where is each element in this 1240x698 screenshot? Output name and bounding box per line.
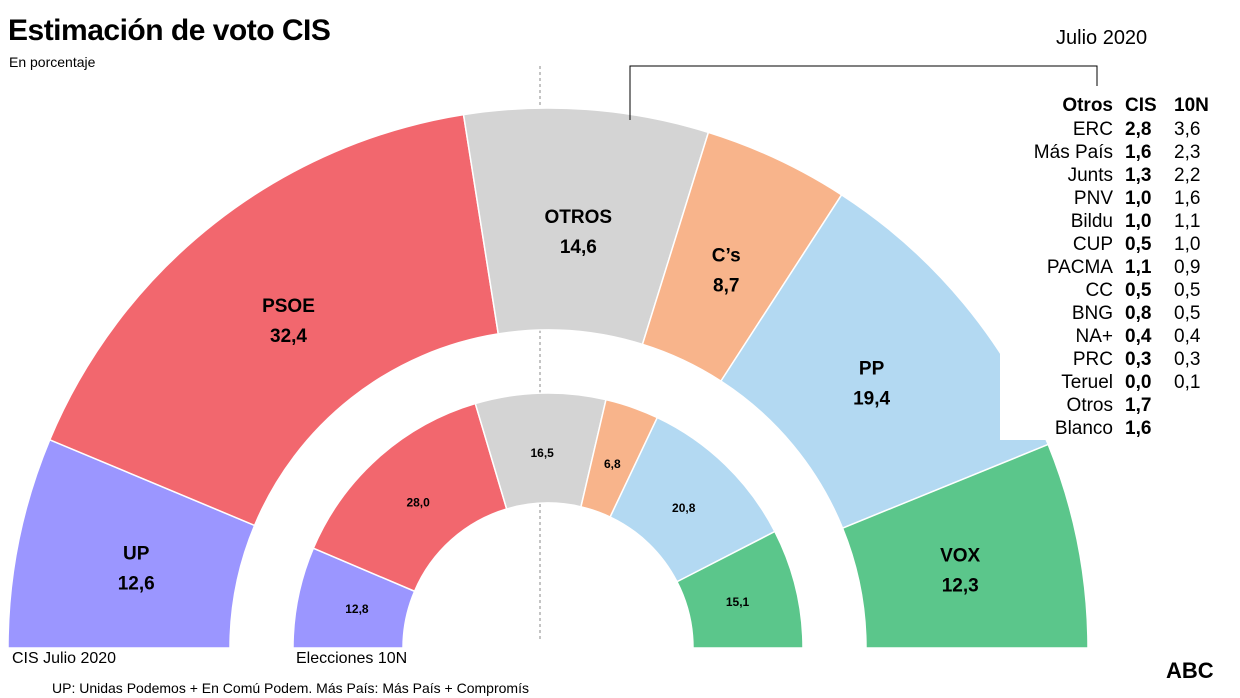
inner-ring-value-label: 28,0: [406, 496, 430, 510]
outer-ring-value-label: 12,3: [942, 575, 979, 596]
party-name: PRC: [1072, 349, 1113, 370]
10n-value: 0,1: [1174, 372, 1201, 393]
10n-value: 0,9: [1174, 257, 1201, 278]
date-label: Julio 2020: [1056, 27, 1148, 49]
cis-value: 2,8: [1125, 119, 1152, 140]
party-name: Más País: [1033, 142, 1113, 163]
inner-ring-value-label: 6,8: [604, 457, 621, 471]
party-name: CC: [1085, 280, 1113, 301]
chart-subtitle: En porcentaje: [9, 54, 96, 70]
footnote: UP: Unidas Podemos + En Comú Podem. Más …: [52, 680, 529, 696]
cis-value: 1,0: [1125, 188, 1152, 209]
10n-value: 1,0: [1174, 234, 1201, 255]
others-table-row: Otros 1,7: [1000, 394, 1226, 417]
10n-value: 3,6: [1174, 119, 1201, 140]
inner-ring-value-label: 20,8: [672, 501, 696, 515]
cis-value: 1,6: [1125, 418, 1152, 439]
outer-ring-name-label: VOX: [940, 545, 980, 566]
outer-ring-name-label: PP: [859, 358, 885, 379]
10n-value: 0,3: [1174, 349, 1201, 370]
cis-value: 0,5: [1125, 280, 1152, 301]
inner-ring: 12,8 28,0 16,5 6,8 20,8 15,1: [292, 392, 804, 649]
outer-ring-slice-vox: [841, 443, 1089, 649]
others-table: Otros CIS 10N ERC 2,8 3,6 Más País 1,6 2,3 Jun…: [1000, 92, 1226, 440]
cis-value: 1,3: [1125, 165, 1152, 186]
10n-value: 0,5: [1174, 303, 1201, 324]
cis-value: 0,4: [1125, 326, 1152, 347]
party-name: Teruel: [1061, 372, 1113, 393]
inner-ring-value-label: 16,5: [531, 446, 555, 460]
outer-ring-slice-psoe: [48, 113, 500, 527]
others-table-row: PRC 0,3 0,3: [1000, 348, 1226, 371]
party-name: ERC: [1072, 119, 1113, 140]
cis-value: 0,3: [1125, 349, 1152, 370]
column-header-10n: 10N: [1174, 94, 1209, 116]
cis-value: 0,8: [1125, 303, 1152, 324]
inner-ring-slice-vox: [675, 530, 804, 649]
cis-value: 1,7: [1125, 395, 1152, 416]
party-name: PACMA: [1046, 257, 1113, 278]
inner-ring-value-label: 12,8: [345, 602, 369, 616]
10n-value: 1,6: [1174, 188, 1201, 209]
10n-value: 2,3: [1174, 142, 1201, 163]
party-name: Blanco: [1054, 418, 1113, 439]
10n-value: 0,4: [1174, 326, 1201, 347]
outer-ring-value-label: 8,7: [713, 276, 739, 297]
party-name: CUP: [1072, 234, 1113, 255]
abc-logo: ABC: [1166, 658, 1214, 683]
10n-value: 0,5: [1174, 280, 1201, 301]
outer-ring-value-label: 32,4: [270, 326, 307, 347]
others-table-row: CC 0,5 0,5: [1000, 279, 1226, 302]
otros-callout-line: [629, 65, 1098, 120]
others-table-row: PACMA 1,1 0,9: [1000, 256, 1226, 279]
10n-value: 2,2: [1174, 165, 1201, 186]
others-table-row: Más País 1,6 2,3: [1000, 141, 1226, 164]
10n-value: [1174, 394, 1226, 417]
outer-ring-name-label: UP: [123, 543, 150, 564]
caption-cis-julio: CIS Julio 2020: [12, 650, 117, 667]
outer-ring-value-label: 12,6: [118, 573, 155, 594]
outer-ring-name-label: OTROS: [545, 207, 613, 228]
chart-title: Estimación de voto CIS: [8, 14, 331, 47]
party-name: Junts: [1067, 165, 1113, 186]
party-name: Otros: [1066, 395, 1113, 416]
others-table-panel: Otros CIS 10N ERC 2,8 3,6 Más País 1,6 2,3 Jun…: [1000, 92, 1228, 440]
party-name: NA+: [1075, 326, 1114, 347]
cis-value: 0,5: [1125, 234, 1152, 255]
others-table-header: Otros CIS 10N: [1000, 92, 1226, 118]
others-table-row: Junts 1,3 2,2: [1000, 164, 1226, 187]
column-header-cis: CIS: [1125, 94, 1157, 116]
inner-ring-value-label: 15,1: [726, 595, 750, 609]
others-table-row: Bildu 1,0 1,1: [1000, 210, 1226, 233]
cis-value: 0,0: [1125, 372, 1152, 393]
others-table-row: ERC 2,8 3,6: [1000, 118, 1226, 141]
caption-elecciones-10n: Elecciones 10N: [296, 650, 408, 667]
others-table-row: Blanco 1,6: [1000, 417, 1226, 440]
cis-value: 1,6: [1125, 142, 1152, 163]
outer-ring: UP 12,6 PSOE 32,4 OTROS 14,6 C’s 8,7 PP 19,4 VOX 12…: [7, 107, 1089, 649]
others-table-row: Teruel 0,0 0,1: [1000, 371, 1226, 394]
cis-value: 1,0: [1125, 211, 1152, 232]
outer-ring-name-label: PSOE: [262, 296, 315, 317]
outer-ring-value-label: 14,6: [560, 237, 597, 258]
cis-value: 1,1: [1125, 257, 1152, 278]
party-name: Bildu: [1070, 211, 1113, 232]
outer-ring-value-label: 19,4: [853, 388, 890, 409]
others-table-row: PNV 1,0 1,6: [1000, 187, 1226, 210]
10n-value: [1174, 417, 1226, 440]
others-table-row: NA+ 0,4 0,4: [1000, 325, 1226, 348]
column-header-otros: Otros: [1062, 94, 1113, 116]
party-name: PNV: [1073, 188, 1113, 209]
10n-value: 1,1: [1174, 211, 1201, 232]
party-name: BNG: [1071, 303, 1113, 324]
others-table-row: BNG 0,8 0,5: [1000, 302, 1226, 325]
others-table-row: CUP 0,5 1,0: [1000, 233, 1226, 256]
outer-ring-name-label: C’s: [712, 246, 741, 267]
